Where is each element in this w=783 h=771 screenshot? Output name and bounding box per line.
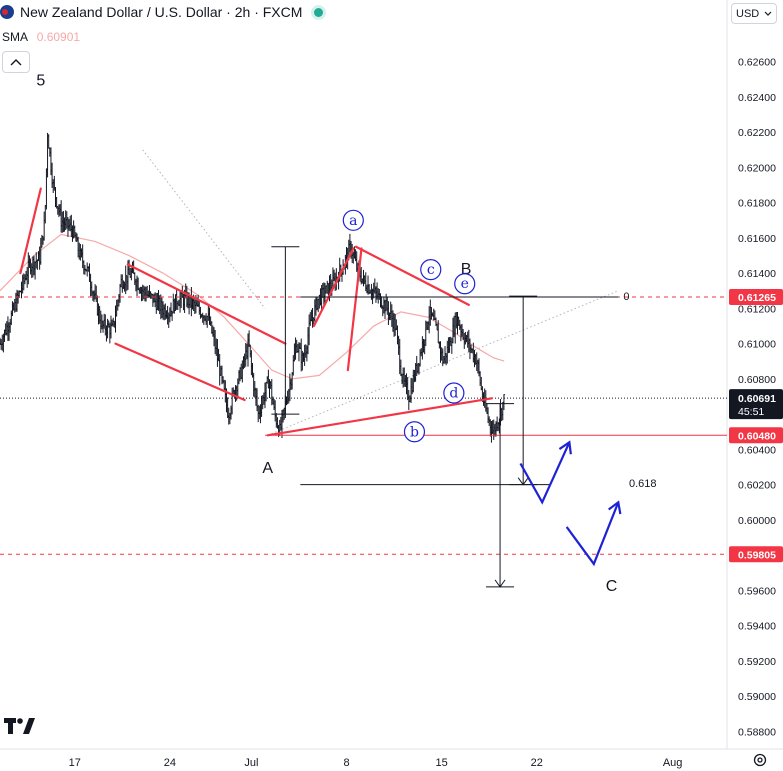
wave-label-b: b [410, 424, 419, 440]
arrow-head [517, 477, 529, 486]
currency-select[interactable]: USD [731, 3, 777, 24]
wave-label-B: B [461, 261, 472, 278]
y-tick-label: 0.61600 [738, 233, 776, 245]
y-tick-label: 0.60800 [738, 374, 776, 386]
wave-label-circle [403, 421, 426, 443]
wave-label-circle [454, 273, 476, 295]
wave-label-5: 5 [36, 72, 45, 89]
y-tick-label: 0.59600 [738, 585, 776, 597]
price-badge-label: 0.60480 [738, 430, 776, 442]
collapse-legend-button[interactable] [2, 51, 30, 73]
y-tick-label: 0.61000 [738, 339, 776, 351]
y-tick-label: 0.59000 [738, 691, 776, 703]
red-trend-line [346, 247, 363, 372]
red-trend-line [19, 187, 42, 275]
y-tick-label: 0.59400 [738, 621, 776, 633]
bar-countdown-label: 45:51 [738, 406, 764, 418]
x-tick-label: Jul [244, 757, 258, 769]
red-trend-line [312, 247, 355, 328]
wave-label-C: C [606, 578, 618, 595]
arrow-head [494, 579, 506, 588]
current-price-label: 0.60691 [738, 393, 776, 405]
trend-guide-line [267, 290, 619, 436]
fib-level-label: 0 [623, 291, 629, 303]
y-tick-label: 0.61200 [738, 303, 776, 315]
red-trend-line [114, 342, 246, 402]
chevron-up-icon [10, 59, 22, 66]
x-tick-label: 8 [343, 757, 349, 769]
wave-label-a: a [349, 213, 357, 229]
red-trend-line [266, 397, 494, 437]
wave-label-c: c [427, 262, 435, 278]
y-tick-label: 0.62000 [738, 162, 776, 174]
y-tick-label: 0.62400 [738, 92, 776, 104]
y-tick-label: 0.62200 [738, 127, 776, 139]
y-tick-label: 0.60000 [738, 515, 776, 527]
y-tick-label: 0.59200 [738, 656, 776, 668]
x-tick-label: 24 [164, 757, 176, 769]
wave-arrow-head [608, 500, 622, 515]
wave-label-d: d [449, 386, 458, 402]
wave-label-circle [420, 259, 442, 281]
x-tick-label: Aug [663, 757, 683, 769]
symbol-title[interactable]: New Zealand Dollar / U.S. Dollar · 2h · … [20, 4, 303, 20]
x-tick-label: 17 [69, 757, 81, 769]
price-badge [729, 288, 783, 305]
wave-label-circle [443, 382, 465, 404]
projected-wave-path [519, 441, 571, 505]
y-tick-label: 0.62600 [738, 57, 776, 69]
sma-legend[interactable]: SMA 0.60901 [2, 30, 80, 44]
fib-level-label: 0.618 [629, 478, 657, 490]
price-badge-label: 0.59805 [738, 549, 776, 561]
market-open-icon [314, 7, 324, 17]
sma-value: 0.60901 [36, 30, 81, 44]
wave-label-A: A [262, 460, 273, 477]
price-badge [729, 546, 783, 563]
y-tick-label: 0.60400 [738, 444, 776, 456]
nzd-flag-icon [0, 5, 14, 19]
current-price-badge [729, 389, 783, 420]
x-tick-label: 15 [436, 757, 448, 769]
y-tick-label: 0.61400 [738, 268, 776, 280]
y-tick-label: 0.61800 [738, 198, 776, 210]
y-tick-label: 0.58800 [738, 726, 776, 738]
projected-wave-path [565, 501, 620, 567]
sma-label: SMA [2, 30, 28, 44]
settings-gear-icon[interactable] [752, 752, 768, 768]
currency-label: USD [736, 7, 760, 20]
y-tick-label: 0.60200 [738, 480, 776, 492]
red-trend-line [354, 245, 470, 306]
red-trend-line [126, 263, 287, 345]
chart-header: New Zealand Dollar / U.S. Dollar · 2h · … [0, 4, 324, 20]
trend-guide-line [142, 149, 266, 309]
wave-label-circle [342, 209, 364, 231]
chevron-down-icon [764, 11, 772, 16]
wave-arrow-head [558, 440, 572, 455]
tradingview-logo-icon [4, 718, 36, 742]
price-badge-label: 0.61265 [738, 292, 776, 304]
wave-label-e: e [461, 276, 469, 292]
sma-line [0, 233, 505, 380]
x-tick-label: 22 [531, 757, 543, 769]
price-badge [729, 427, 783, 444]
